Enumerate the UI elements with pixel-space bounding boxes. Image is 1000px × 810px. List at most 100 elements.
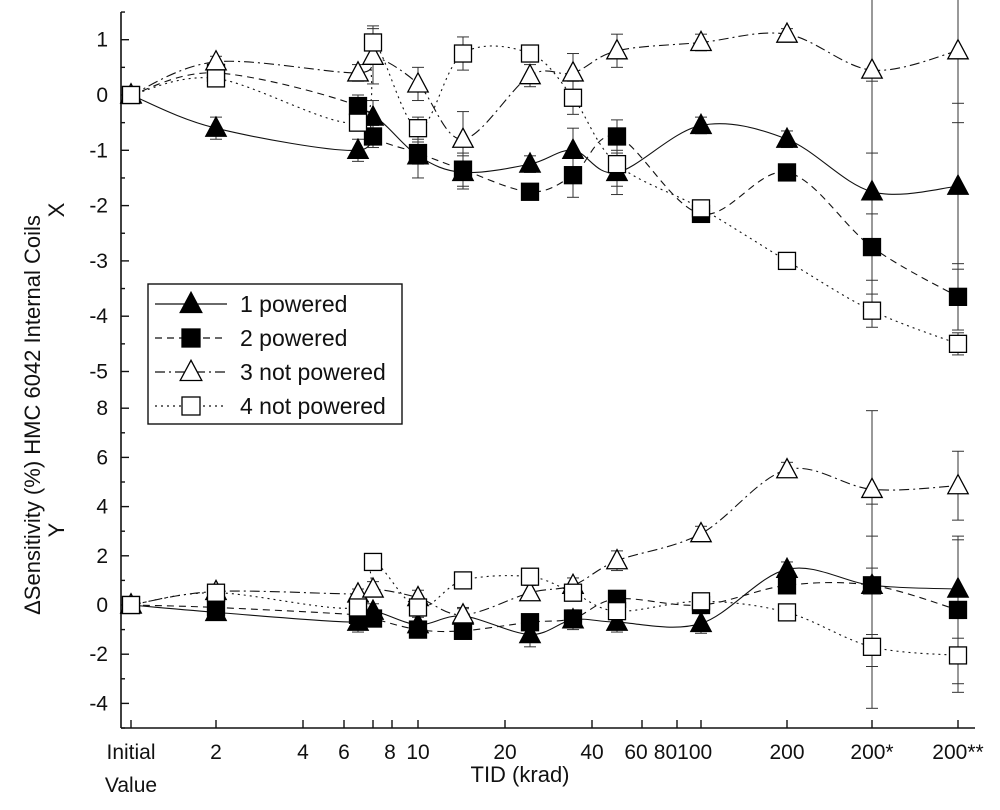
data-point-x-series-2 <box>563 166 583 185</box>
data-point-x-series-1 <box>860 179 884 201</box>
data-point-x-series-4 <box>948 334 968 354</box>
y-tick-label: -2 <box>89 195 108 218</box>
data-point-y-series-4 <box>206 583 226 602</box>
data-point-x-series-4 <box>520 44 540 63</box>
data-point-y-series-4 <box>777 603 797 622</box>
data-point-x-series-1 <box>346 137 370 159</box>
data-point-x-series-2 <box>862 237 882 257</box>
legend-item: 4 not powered <box>155 393 386 419</box>
data-point-x-series-3 <box>605 38 629 60</box>
data-point-x-series-2 <box>777 163 797 182</box>
data-point-x-series-3 <box>204 49 228 71</box>
data-point-x-series-4 <box>691 199 711 218</box>
data-point-y-series-3 <box>946 473 970 495</box>
data-point-y-series-1 <box>689 611 713 633</box>
data-point-x-series-1 <box>946 173 970 195</box>
x-tick-label: 4 <box>297 741 309 764</box>
data-point-y-series-2 <box>777 576 797 595</box>
panel-x-label: X <box>44 202 69 217</box>
data-point-x-series-4 <box>348 113 368 132</box>
data-point-y-series-4 <box>453 571 473 590</box>
y-axis-title: ΔSensitivity (%) HMC 6042 Internal Coils <box>20 215 45 615</box>
data-point-y-series-2 <box>862 576 882 595</box>
data-point-x-series-4 <box>121 85 141 105</box>
series-line-4 <box>130 561 959 656</box>
data-point-y-series-3 <box>775 457 799 479</box>
series-markers <box>119 21 970 665</box>
x-tick-label: 200* <box>850 741 893 764</box>
y-tick-label: -1 <box>89 139 108 162</box>
legend: 1 powered 2 powered 3 not powered 4 not pow… <box>147 283 403 425</box>
data-point-x-series-4 <box>453 44 473 63</box>
x-tick-label: Initial <box>106 741 155 764</box>
data-point-y-series-4 <box>691 592 711 611</box>
legend-label: 2 powered <box>240 325 347 351</box>
panel-y-axes <box>120 385 975 729</box>
data-point-y-series-2 <box>453 621 473 640</box>
x-axis-title: TID (krad) <box>471 762 570 787</box>
y-tick-label: 0 <box>96 594 108 617</box>
data-point-y-series-3 <box>451 602 475 624</box>
data-point-y-series-2 <box>520 613 540 632</box>
y-tick-label: 0 <box>96 84 108 107</box>
y-tick-label: 8 <box>96 397 108 420</box>
legend-label: 4 not powered <box>240 393 386 419</box>
x-tick-label: 60 <box>624 741 647 764</box>
x-tick-label: 10 <box>406 741 429 764</box>
data-point-y-series-4 <box>348 598 368 617</box>
data-point-x-series-2 <box>363 127 383 146</box>
x-tick-label: 20 <box>493 741 516 764</box>
y-tick-label: -4 <box>89 305 108 328</box>
data-point-x-series-4 <box>408 119 428 138</box>
data-point-y-series-4 <box>862 637 882 656</box>
data-point-y-series-3 <box>860 476 884 499</box>
data-point-y-series-2 <box>408 620 428 639</box>
legend-marker <box>179 358 203 382</box>
legend-marker <box>181 328 201 348</box>
x-tick-label: 200** <box>932 741 983 764</box>
legend-marker <box>179 290 203 314</box>
data-point-x-series-2 <box>607 127 627 146</box>
data-point-x-series-3 <box>689 30 713 52</box>
data-point-x-series-3 <box>561 60 585 82</box>
data-point-x-series-1 <box>561 137 585 159</box>
data-point-x-series-3 <box>518 63 542 85</box>
data-point-y-series-4 <box>520 567 540 586</box>
x-tick-label: 6 <box>338 741 350 764</box>
legend-marker <box>181 396 201 416</box>
x-tick-label: 2 <box>210 741 222 764</box>
series-line-3 <box>130 32 959 140</box>
series-line-2 <box>130 72 959 298</box>
data-point-x-series-4 <box>206 69 226 88</box>
data-point-x-series-1 <box>689 112 713 135</box>
data-point-y-series-2 <box>363 609 383 628</box>
series-line-3 <box>130 467 959 616</box>
data-point-y-series-4 <box>948 646 968 665</box>
data-point-x-series-4 <box>363 33 383 52</box>
data-point-x-series-2 <box>948 287 968 306</box>
data-point-x-series-3 <box>946 38 970 60</box>
data-point-y-series-4 <box>363 552 383 572</box>
data-point-x-series-4 <box>862 301 882 320</box>
y-tick-labels: 1 0 -1 -2 -3 -4 -5 8 6 4 2 0 -2 -4 <box>89 29 108 716</box>
data-point-x-series-3 <box>775 21 799 43</box>
y-tick-label: 6 <box>96 446 108 469</box>
data-point-x-series-4 <box>777 251 797 271</box>
series-line-1 <box>130 567 959 636</box>
x-tick-label: 80100 <box>654 741 712 764</box>
y-tick-label: 4 <box>96 496 108 519</box>
data-point-x-series-1 <box>518 151 542 173</box>
y-tick-label: -3 <box>89 250 108 273</box>
series-line-1 <box>130 94 959 195</box>
data-point-x-series-3 <box>451 126 475 148</box>
legend-item: 2 powered <box>155 325 347 351</box>
data-point-x-series-2 <box>348 96 368 116</box>
data-point-x-series-1 <box>361 104 385 126</box>
data-point-x-series-3 <box>346 60 370 82</box>
x-tick-label: 8 <box>384 741 396 764</box>
data-point-y-series-3 <box>518 580 542 602</box>
data-point-y-series-4 <box>408 598 428 617</box>
panel-y-label: Y <box>44 522 69 537</box>
data-point-x-series-1 <box>204 115 228 137</box>
